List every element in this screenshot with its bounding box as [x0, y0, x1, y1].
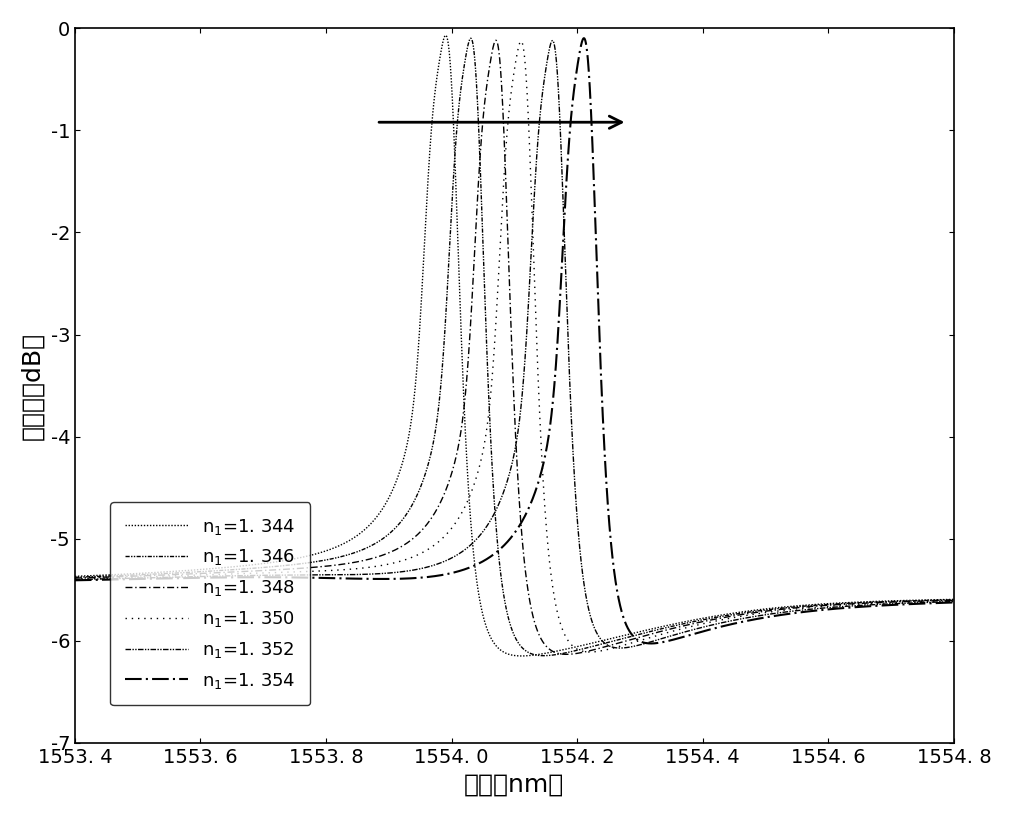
X-axis label: 波长（nm）: 波长（nm） — [464, 772, 564, 797]
Y-axis label: 透过率（dB）: 透过率（dB） — [21, 332, 44, 440]
Legend: n$_1$=1. 344, n$_1$=1. 346, n$_1$=1. 348, n$_1$=1. 350, n$_1$=1. 352, n$_1$=1. 3: n$_1$=1. 344, n$_1$=1. 346, n$_1$=1. 348… — [110, 502, 310, 705]
